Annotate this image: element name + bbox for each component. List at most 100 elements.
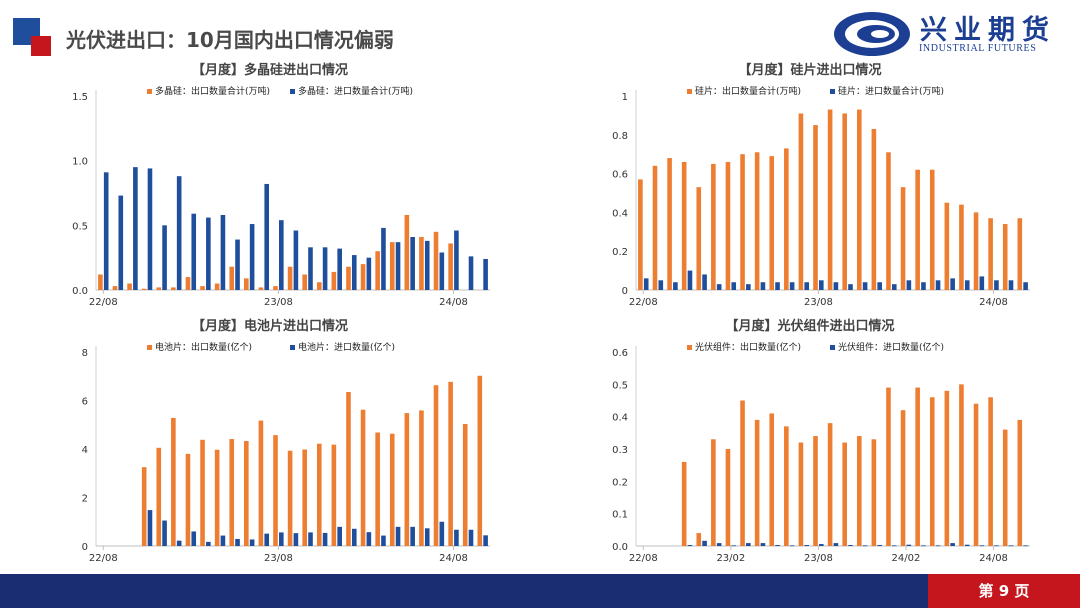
bar-import [176,540,182,546]
bar-import [1008,280,1014,290]
bar-import [468,529,474,546]
bar-import [395,526,401,546]
legend-label: 电池片：进口数量(亿个) [298,341,395,353]
bar-export [769,156,775,290]
bar-import [454,529,459,546]
bar-import [950,543,955,546]
bar-import [848,284,853,290]
bar-import [351,528,357,546]
y-tick-label: 0.0 [612,542,628,553]
bar-import [206,217,211,290]
bar-import [1008,545,1014,547]
bar-import [643,278,649,290]
bar-export [944,202,950,290]
bar-import [337,248,342,290]
bar-import [424,240,430,290]
bar-import [381,535,386,546]
bar-export [886,152,891,290]
bar-export [915,387,920,546]
bar-export [827,109,833,290]
y-tick-label: 0.2 [612,247,628,258]
y-tick-label: 0.3 [612,445,628,456]
bar-import [279,220,284,290]
legend-swatch [290,345,295,350]
x-tick-label: 22/08 [89,553,118,564]
bar-export [287,450,293,546]
legend-label: 电池片：出口数量(亿个) [155,341,252,353]
bar-import [833,282,839,290]
bar-import [848,545,853,546]
chart-title: 【月度】多晶硅进出口情况 [192,62,348,78]
y-tick-label: 0.8 [612,131,628,142]
bar-import [746,543,751,546]
bar-import [877,282,882,290]
legend-label: 多晶硅：出口数量合计(万吨) [155,85,270,97]
chart-cell: 【月度】电池片进出口情况 0 2 4 6 8 22/08 23/08 24/08 电池片：出口数量… [82,318,490,564]
bar-import [921,545,926,547]
legend-swatch [830,89,835,94]
bar-import [994,280,999,290]
bar-export [740,154,745,290]
bar-import [731,545,737,547]
bar-import [293,230,299,290]
legend-swatch [147,345,152,350]
bar-export [477,375,483,546]
x-tick-label: 23/08 [264,297,293,308]
bar-import [235,239,240,290]
bar-export [1002,429,1008,546]
y-tick-label: 0.0 [72,286,88,297]
bar-import [322,532,328,546]
bar-export [433,231,439,290]
legend-label: 硅片：出口数量合计(万吨) [695,85,801,97]
bar-export [302,274,307,290]
x-tick-label: 24/02 [892,553,921,564]
y-tick-label: 0.2 [612,477,628,488]
page-number: 第 9 页 [928,574,1080,608]
bar-import [950,278,955,290]
bar-import [658,280,664,290]
bar-import [906,544,912,546]
bar-import [716,543,722,546]
bar-import [410,526,415,546]
bar-import [687,545,693,546]
bar-export [871,439,877,546]
logo-chinese-name: 兴业期货 [920,15,1056,46]
bar-import [921,282,926,290]
bar-export [171,417,176,546]
bar-export [244,440,249,546]
bar-import [789,282,795,290]
legend-label: 多晶硅：进口数量合计(万吨) [298,85,413,97]
bar-export [798,113,804,291]
bar-import [702,274,707,290]
chart-panel-wafer: 【月度】硅片进出口情况 0 0.2 0.4 0.6 0.8 1 22/08 23/08 24/08… [540,58,1080,313]
bar-import [979,545,985,547]
bar-export [652,165,658,290]
bar-import [673,282,678,290]
y-tick-label: 2 [82,494,88,505]
bar-export [944,390,950,546]
bar-export [754,152,760,290]
chart-polysilicon: 【月度】多晶硅进出口情况 0.0 0.5 1.0 1.5 22/08 23/08 24/08 多… [72,62,490,308]
legend-label: 硅片：进口数量合计(万吨) [838,85,944,97]
bar-export [229,439,235,546]
bar-import [322,247,328,290]
bar-import [381,227,386,290]
company-logo [834,12,910,56]
bar-import [760,543,766,546]
chart-panel-module: 【月度】光伏组件进出口情况 0.0 0.1 0.2 0.3 0.4 0.5 0.6 22/08 2… [540,314,1080,569]
x-tick-label: 22/08 [629,297,658,308]
bar-import [279,532,284,546]
bar-import [906,280,912,290]
legend-swatch [290,89,295,94]
y-tick-label: 0.5 [72,221,88,232]
bar-export [214,449,220,546]
bar-export [419,410,424,546]
logo-english-name: INDUSTRIAL FUTURES [919,43,1037,54]
bar-import [103,172,109,290]
x-tick-label: 24/08 [439,553,468,564]
bar-import [220,535,226,546]
header-decoration-red-square [31,36,51,56]
bar-import [994,545,999,547]
bar-export [711,163,716,290]
bar-import [468,256,474,290]
